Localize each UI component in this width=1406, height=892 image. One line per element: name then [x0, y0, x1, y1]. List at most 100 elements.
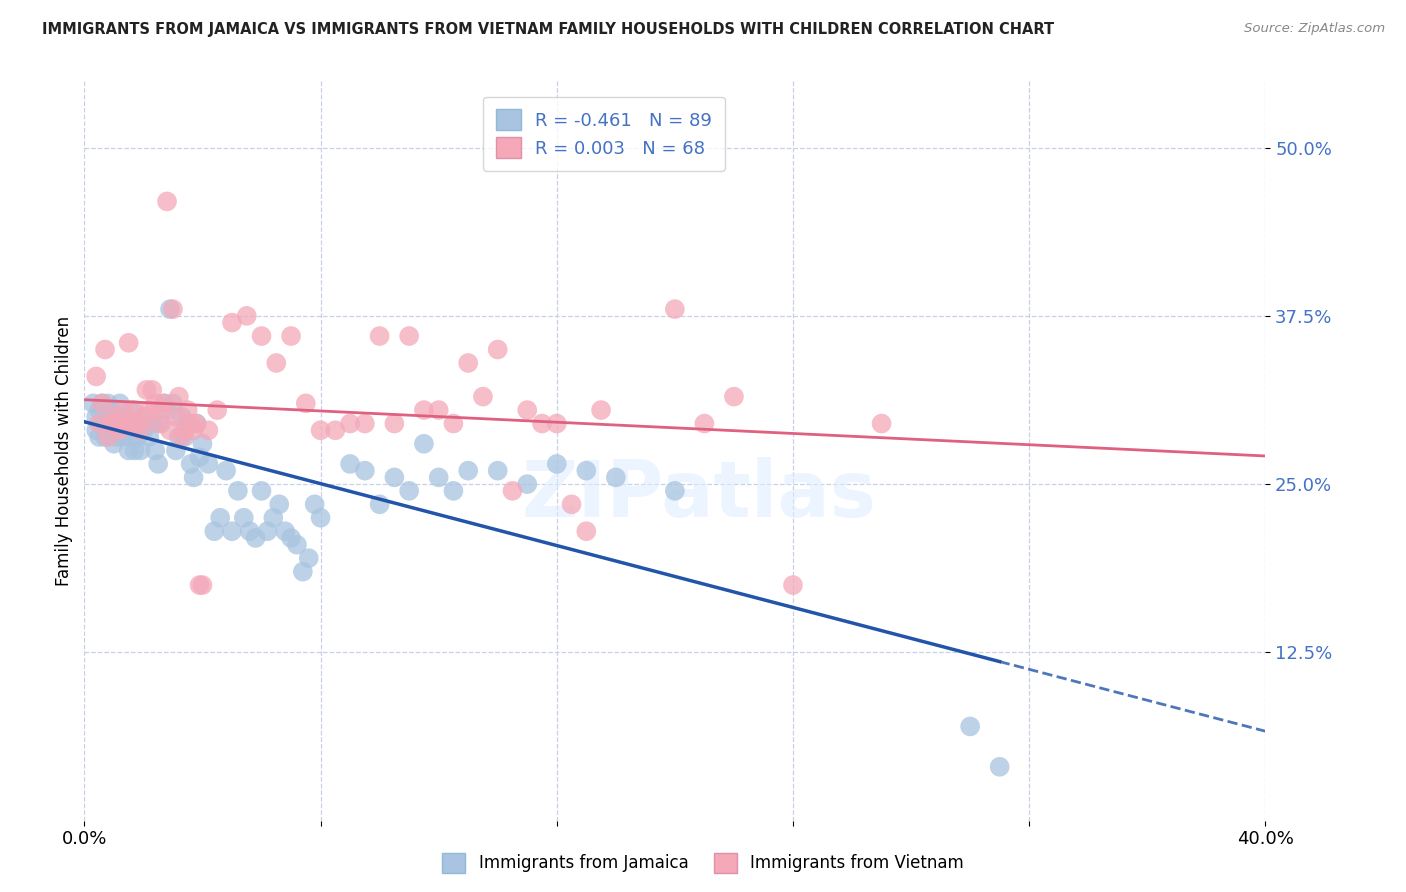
Point [173, 423, 195, 437]
Point [443, 417, 465, 431]
Point [162, 396, 184, 410]
Point [103, 436, 125, 450]
Point [280, 329, 302, 343]
Point [118, 423, 141, 437]
Point [398, 483, 420, 498]
Point [135, 383, 157, 397]
Point [135, 409, 157, 424]
Point [186, 417, 208, 431]
Point [183, 470, 205, 484]
Text: ZIPatlas: ZIPatlas [522, 457, 876, 533]
Point [457, 464, 479, 478]
Point [183, 423, 205, 437]
Point [150, 417, 173, 431]
Point [870, 417, 893, 431]
Point [591, 403, 613, 417]
Point [173, 430, 195, 444]
Point [988, 760, 1011, 774]
Point [114, 417, 136, 431]
Point [723, 390, 745, 404]
Point [782, 578, 804, 592]
Point [177, 403, 200, 417]
Point [111, 430, 134, 444]
Point [100, 403, 122, 417]
Point [188, 450, 211, 465]
Point [486, 343, 509, 357]
Point [170, 430, 193, 444]
Point [959, 719, 981, 733]
Point [159, 423, 181, 437]
Point [197, 423, 219, 437]
Point [197, 457, 219, 471]
Point [103, 417, 125, 431]
Point [124, 403, 146, 417]
Point [170, 409, 193, 424]
Point [138, 403, 160, 417]
Point [118, 335, 141, 350]
Point [398, 329, 420, 343]
Point [97, 417, 120, 431]
Point [516, 403, 538, 417]
Point [138, 430, 160, 444]
Point [309, 423, 332, 437]
Point [84, 423, 107, 437]
Point [153, 396, 176, 410]
Point [114, 417, 136, 431]
Point [339, 417, 361, 431]
Point [121, 403, 143, 417]
Point [354, 417, 377, 431]
Point [94, 430, 117, 444]
Point [382, 417, 406, 431]
Point [143, 396, 166, 410]
Point [605, 470, 627, 484]
Point [87, 403, 111, 417]
Point [295, 396, 318, 410]
Point [202, 524, 225, 539]
Point [221, 524, 243, 539]
Point [162, 302, 184, 317]
Point [250, 483, 273, 498]
Point [167, 390, 190, 404]
Point [108, 423, 131, 437]
Point [191, 436, 214, 450]
Point [124, 443, 146, 458]
Point [472, 390, 495, 404]
Point [413, 436, 436, 450]
Point [91, 417, 114, 431]
Point [236, 309, 259, 323]
Point [262, 510, 284, 524]
Point [108, 417, 131, 431]
Point [148, 417, 170, 431]
Point [103, 409, 125, 424]
Point [141, 417, 163, 431]
Point [298, 551, 321, 566]
Point [191, 578, 214, 592]
Point [232, 510, 254, 524]
Text: IMMIGRANTS FROM JAMAICA VS IMMIGRANTS FROM VIETNAM FAMILY HOUSEHOLDS WITH CHILDR: IMMIGRANTS FROM JAMAICA VS IMMIGRANTS FR… [42, 22, 1054, 37]
Point [180, 457, 202, 471]
Legend: R = -0.461   N = 89, R = 0.003   N = 68: R = -0.461 N = 89, R = 0.003 N = 68 [484, 96, 725, 171]
Point [274, 524, 297, 539]
Point [546, 457, 568, 471]
Point [209, 510, 232, 524]
Point [266, 356, 288, 370]
Point [111, 409, 134, 424]
Text: Source: ZipAtlas.com: Source: ZipAtlas.com [1244, 22, 1385, 36]
Point [150, 403, 173, 417]
Point [121, 430, 143, 444]
Point [443, 483, 465, 498]
Point [167, 430, 190, 444]
Point [129, 423, 152, 437]
Point [82, 396, 104, 410]
Point [105, 430, 128, 444]
Point [516, 477, 538, 491]
Point [111, 403, 134, 417]
Point [245, 531, 267, 545]
Point [368, 329, 391, 343]
Point [291, 565, 314, 579]
Point [127, 430, 149, 444]
Point [105, 417, 128, 431]
Point [531, 417, 554, 431]
Point [127, 417, 149, 431]
Point [188, 578, 211, 592]
